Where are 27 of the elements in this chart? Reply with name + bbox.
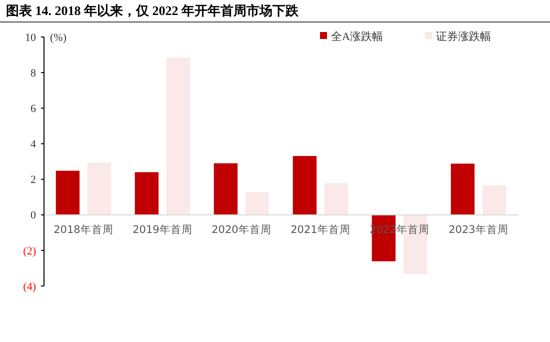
bar: [324, 183, 348, 215]
x-tick-label: 2020年首周: [212, 224, 272, 236]
bar: [482, 185, 506, 215]
y-axis-title: (%): [50, 32, 67, 44]
x-tick-label: 2018年首周: [54, 224, 114, 236]
legend-label: 全A涨跌幅: [331, 30, 383, 43]
y-tick-label: 10: [25, 32, 36, 44]
chart-title: 图表 14. 2018 年以来，仅 2022 年开年首周市场下跌: [6, 3, 300, 18]
x-tick-label: 2019年首周: [132, 224, 192, 236]
bar: [134, 172, 159, 215]
y-tick-label: (2): [23, 245, 36, 258]
y-tick-label: 8: [30, 67, 36, 80]
x-tick-label: 2021年首周: [290, 224, 350, 236]
bar: [292, 156, 317, 215]
legend-label: 证券涨跌幅: [436, 30, 491, 43]
bar: [245, 192, 270, 215]
y-tick-label: 0: [30, 210, 36, 222]
bar: [87, 162, 112, 215]
y-tick-label: 2: [30, 174, 36, 186]
x-tick-label: 2023年首周: [448, 224, 508, 236]
y-tick-label: 6: [30, 102, 36, 115]
y-tick-label: (4): [23, 280, 36, 293]
bar: [56, 170, 80, 215]
bar: [450, 164, 475, 215]
y-tick-label: 4: [30, 138, 36, 151]
bar: [166, 58, 190, 215]
bar: [214, 163, 238, 215]
